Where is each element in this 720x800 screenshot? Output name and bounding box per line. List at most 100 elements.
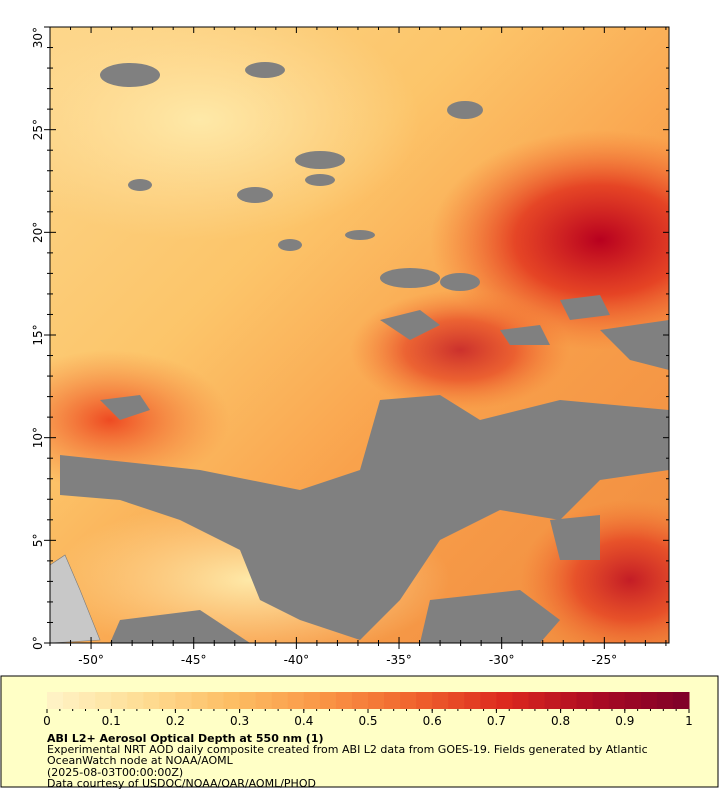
high-aod <box>50 350 230 490</box>
colorbar-swatch <box>672 692 690 709</box>
colorbar-label: 0.9 <box>615 714 634 728</box>
colorbar-swatch <box>127 692 144 709</box>
aod-field <box>50 27 669 643</box>
colorbar-label: 0.2 <box>166 714 185 728</box>
colorbar-swatch <box>303 692 321 709</box>
cloud <box>380 268 440 288</box>
colorbar-swatch <box>319 692 337 709</box>
colorbar-swatch <box>384 692 401 709</box>
colorbar-swatch <box>207 692 225 709</box>
colorbar-swatch <box>640 692 658 709</box>
lon-label: -40° <box>284 653 310 667</box>
cloud <box>245 62 285 78</box>
colorbar: 0 0.1 0.2 0.3 0.4 0.5 0.6 0.7 0.8 0.9 1 <box>43 692 693 728</box>
colorbar-swatch <box>111 692 128 709</box>
colorbar-swatch <box>239 692 257 709</box>
colorbar-swatch <box>464 692 481 709</box>
colorbar-swatch <box>175 692 192 709</box>
caption-line: OceanWatch node at NOAA/AOML <box>47 754 234 767</box>
colorbar-swatch <box>496 692 513 709</box>
colorbar-swatch <box>624 692 642 709</box>
colorbar-swatch <box>432 692 449 709</box>
lat-label: 25° <box>31 119 45 140</box>
cloud <box>345 230 375 240</box>
lon-label: -25° <box>592 653 618 667</box>
caption-line: Experimental NRT AOD daily composite cre… <box>47 743 648 756</box>
lat-label: 0° <box>31 636 45 650</box>
colorbar-swatch <box>448 692 465 709</box>
cloud <box>440 273 480 291</box>
axis-ticks: 0° 5° 10° 15° 20° 25° 30° -50° -45° -40° -35° -30° -… <box>31 26 669 667</box>
lat-label: 10° <box>31 427 45 448</box>
cloud <box>600 320 669 370</box>
colorbar-swatch <box>255 692 273 709</box>
colorbar-swatch <box>271 692 289 709</box>
colorbar-swatch <box>79 692 96 709</box>
colorbar-swatch <box>351 692 369 709</box>
lat-label: 15° <box>31 324 45 345</box>
cloud-mask <box>60 62 669 643</box>
colorbar-swatch <box>528 692 546 709</box>
colorbar-swatch <box>223 692 241 709</box>
dust-plume <box>350 290 570 410</box>
cloud <box>237 187 273 203</box>
cloud <box>60 395 669 640</box>
lon-label: -35° <box>386 653 412 667</box>
colorbar-swatch <box>592 692 610 709</box>
colorbar-swatch <box>191 692 208 709</box>
cloud <box>380 310 440 340</box>
colorbar-label: 0.1 <box>102 714 121 728</box>
lat-label: 5° <box>31 534 45 548</box>
cloud <box>500 325 550 345</box>
colorbar-label: 0.4 <box>294 714 313 728</box>
cloud <box>560 295 610 320</box>
colorbar-swatch <box>47 692 64 709</box>
colorbar-swatch <box>512 692 529 709</box>
colorbar-swatch <box>287 692 305 709</box>
colorbar-swatch <box>159 692 176 709</box>
caption-credit: Data courtesy of USDOC/NOAA/OAR/AOML/PHO… <box>47 777 316 790</box>
colorbar-swatch <box>480 692 497 709</box>
cloud <box>295 151 345 169</box>
land <box>50 554 101 643</box>
colorbar-label: 1 <box>685 714 693 728</box>
colorbar-swatch <box>544 692 562 709</box>
lat-label: 20° <box>31 222 45 243</box>
caption-description: Experimental NRT AOD daily composite cre… <box>47 743 648 767</box>
cloud <box>300 520 400 580</box>
colorbar-swatch <box>143 692 160 709</box>
colorbar-label: 0 <box>43 714 51 728</box>
cloud <box>305 174 335 186</box>
colorbar-swatch <box>608 692 626 709</box>
colorbar-swatch <box>95 692 112 709</box>
low-aod <box>50 27 420 240</box>
caption-date: (2025-08-03T00:00:00Z) <box>47 766 183 779</box>
lon-label: -30° <box>489 653 515 667</box>
colorbar-swatch <box>560 692 578 709</box>
cloud <box>447 101 483 119</box>
lon-label: -45° <box>181 653 207 667</box>
lat-label: 30° <box>31 27 45 48</box>
cloud <box>550 515 600 560</box>
lon-label: -50° <box>78 653 104 667</box>
colorbar-swatch <box>576 692 594 709</box>
colorbar-swatch <box>368 692 385 709</box>
colorbar-label: 0.5 <box>358 714 377 728</box>
colorbar-swatch <box>63 692 80 709</box>
colorbar-swatch <box>656 692 674 709</box>
colorbar-swatch <box>400 692 417 709</box>
cloud <box>128 179 152 191</box>
caption-title: ABI L2+ Aerosol Optical Depth at 550 nm … <box>47 732 324 745</box>
cloud <box>100 395 150 420</box>
colorbar-label: 0.7 <box>487 714 506 728</box>
colorbar-label: 0.8 <box>551 714 570 728</box>
cloud <box>110 610 250 643</box>
cloud <box>420 590 560 643</box>
colorbar-label: 0.3 <box>230 714 249 728</box>
colorbar-swatch <box>335 692 353 709</box>
cloud <box>100 63 160 87</box>
colorbar-label: 0.6 <box>423 714 442 728</box>
cloud <box>278 239 302 251</box>
